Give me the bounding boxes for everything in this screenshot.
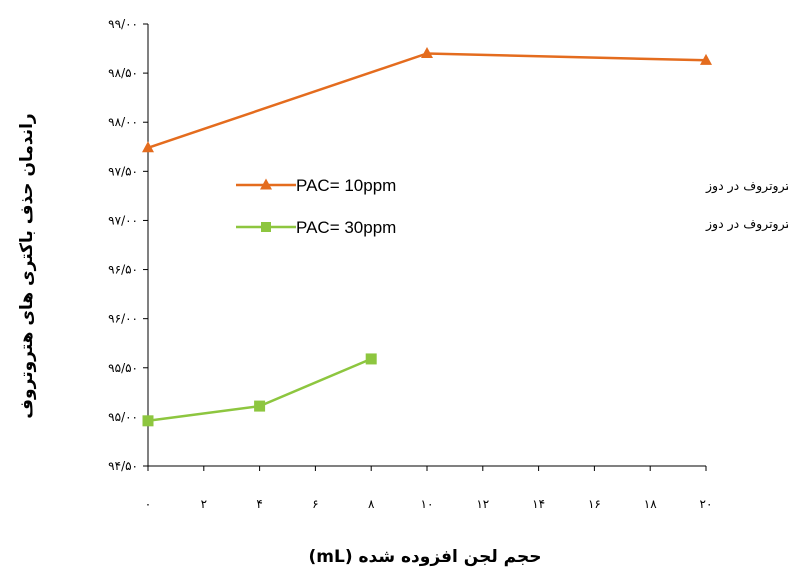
x-axis-title: حجم لجن افزوده شده (mL) — [309, 547, 542, 567]
y-axis-title: راندمان حذف باکتری های هتروتروف — [17, 113, 37, 418]
x-tick-label: ۱۰ — [421, 497, 434, 511]
axes — [147, 24, 706, 467]
series-layer — [142, 46, 712, 427]
series-2-point — [254, 400, 266, 412]
legend-entry-series-1: PAC= 10ppm درصد راندمان حذف باکتری های ه… — [236, 176, 788, 195]
series-1-line — [147, 52, 707, 149]
x-tick-label: ۸ — [368, 497, 375, 511]
x-tick-label: ۱۴ — [532, 497, 545, 511]
y-tick-label: ۹۴/۵۰ — [108, 459, 138, 473]
y-tick-label: ۹۶/۵۰ — [108, 263, 138, 277]
legend-name-series-1: PAC= 10ppm — [296, 176, 396, 195]
y-tick-label: ۹۵/۰۰ — [108, 410, 138, 424]
legend-text-series-1: درصد راندمان حذف باکتری های هتروتروف در … — [705, 178, 788, 194]
legend-marker-series-1 — [260, 178, 272, 190]
y-tick-label: ۹۵/۵۰ — [108, 361, 138, 375]
series-1-point — [142, 141, 154, 153]
y-tick-label: ۹۷/۵۰ — [108, 164, 138, 178]
x-tick-label: ۱۸ — [644, 497, 657, 511]
series-1-point — [421, 46, 433, 58]
x-tick-label: ۲۰ — [700, 497, 713, 511]
x-tick-label: ۲ — [201, 497, 207, 511]
series-2-point — [142, 415, 154, 427]
x-tick-label: ۶ — [312, 497, 318, 511]
legend-marker-series-2 — [261, 222, 271, 232]
x-tick-label: ۱۶ — [588, 497, 601, 511]
x-ticks: ۰ ۲ ۴ ۶ ۸ ۱۰ ۱۲ ۱۴ ۱۶ ۱۸ ۲۰ — [145, 466, 713, 511]
legend: PAC= 10ppm درصد راندمان حذف باکتری های ه… — [236, 176, 788, 237]
x-tick-label: ۴ — [256, 497, 262, 511]
series-1-point — [700, 53, 712, 65]
legend-entry-series-2: PAC= 30ppm درصد راندمان حذف باکتری های ه… — [236, 216, 788, 237]
legend-text-series-2: درصد راندمان حذف باکتری های هتروتروف در … — [705, 216, 788, 232]
series-2-point — [365, 353, 377, 365]
x-tick-label: ۰ — [145, 497, 151, 511]
y-tick-label: ۹۶/۰۰ — [108, 312, 138, 326]
y-tick-label: ۹۹/۰۰ — [108, 17, 138, 31]
legend-name-series-2: PAC= 30ppm — [296, 218, 396, 237]
x-tick-label: ۱۲ — [476, 497, 489, 511]
y-tick-label: ۹۸/۵۰ — [108, 66, 138, 80]
y-tick-label: ۹۸/۰۰ — [108, 115, 138, 129]
y-ticks: ۹۴/۵۰ ۹۵/۰۰ ۹۵/۵۰ ۹۶/۰۰ ۹۶/۵۰ ۹۷/۰۰ ۹۷/۵۰ ۹۸/۰۰… — [108, 17, 148, 473]
y-tick-label: ۹۷/۰۰ — [108, 213, 138, 227]
